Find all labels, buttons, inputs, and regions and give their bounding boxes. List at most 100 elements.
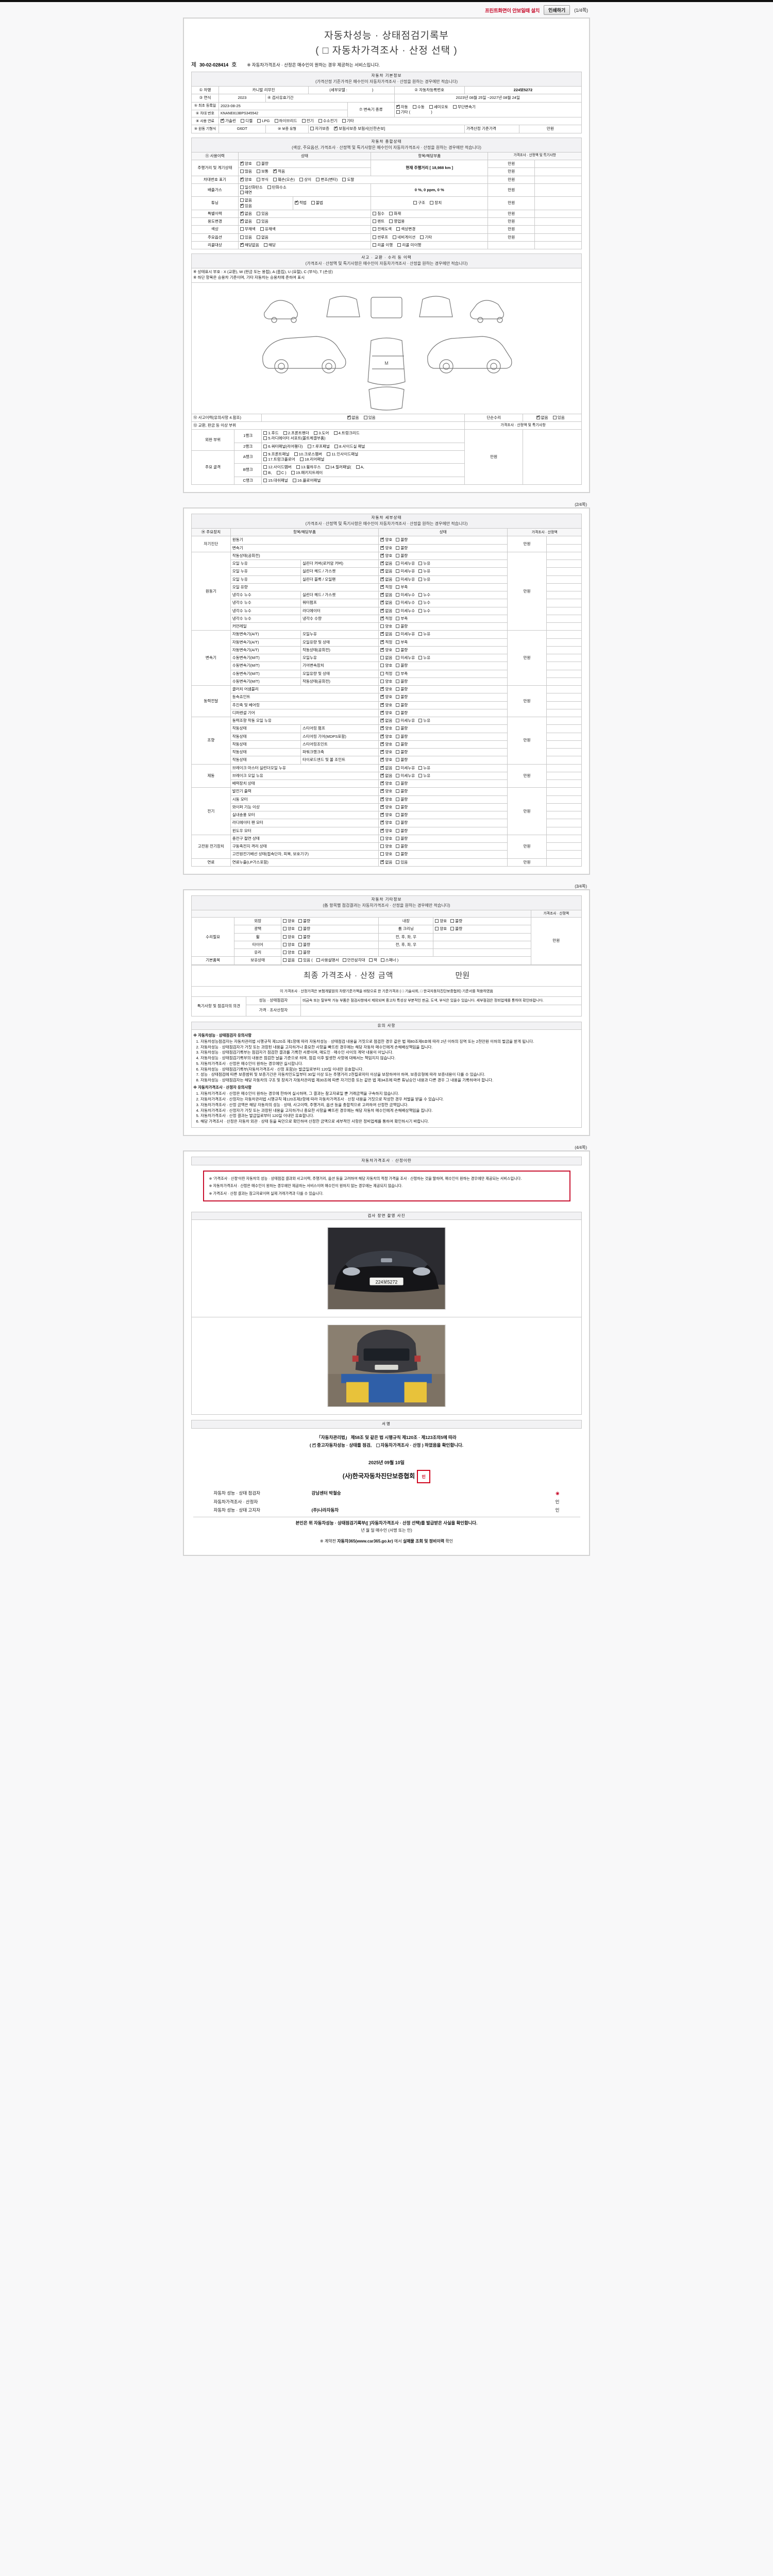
mileage-bad[interactable]: 불량 — [256, 161, 268, 166]
install-print-link[interactable]: 프린트화면이 안보일때 설치 — [485, 8, 540, 14]
detail-opt-6-1-0[interactable]: 양호 — [380, 796, 392, 802]
detail-opt-1-3-1[interactable]: 미세누유 — [396, 577, 415, 582]
part-trunk-lid[interactable]: 4.트렁크리드 — [333, 431, 360, 436]
other-opt-3-1[interactable]: 불량 — [298, 942, 310, 947]
detail-opt-1-2-2[interactable]: 누유 — [418, 569, 430, 574]
detail-opt-1-5-1[interactable]: 미세누수 — [396, 592, 415, 598]
detail-opt-1-7-2[interactable]: 누수 — [418, 608, 430, 614]
part-quarter-panel[interactable]: 6.쿼터패널(리어휀다) — [263, 444, 303, 449]
color-chromatic[interactable]: 유채색 — [260, 227, 276, 232]
tuning-structure[interactable]: 구조 — [413, 200, 425, 206]
detail-opt-3-2-0[interactable]: 양호 — [380, 702, 392, 708]
emission-co[interactable]: 일산화탄소 — [240, 185, 263, 190]
detail-opt-4-3-1[interactable]: 불량 — [396, 742, 408, 747]
detail-opt-4-2-0[interactable]: 양호 — [380, 734, 392, 739]
other-opt-3-0[interactable]: 양호 — [283, 942, 295, 947]
vinmark-erased[interactable]: 도말 — [342, 177, 354, 182]
detail-opt-4-2-1[interactable]: 불량 — [396, 734, 408, 739]
other-opt2-1-1[interactable]: 불량 — [450, 926, 462, 931]
detail-opt-2-2-1[interactable]: 불량 — [396, 648, 408, 653]
detail-opt-2-6-0[interactable]: 양호 — [380, 679, 392, 684]
special-none[interactable]: 없음 — [240, 211, 252, 216]
mileage-good[interactable]: 양호 — [240, 161, 252, 166]
detail-opt-6-1-1[interactable]: 불량 — [396, 797, 408, 802]
usage-yes[interactable]: 있음 — [256, 219, 268, 224]
emission-hc[interactable]: 탄화수소 — [267, 185, 287, 190]
detail-opt-4-3-0[interactable]: 양호 — [380, 741, 392, 747]
part-pillar-b[interactable]: B, — [263, 470, 272, 476]
detail-opt-7-0-0[interactable]: 양호 — [380, 836, 392, 841]
detail-opt-1-1-1[interactable]: 미세누유 — [396, 561, 415, 566]
detail-opt-1-3-0[interactable]: 없음 — [380, 577, 392, 582]
other-opt2-1-0[interactable]: 양호 — [435, 926, 447, 931]
detail-opt-1-3-2[interactable]: 누유 — [418, 577, 430, 582]
transmission-opt-cvt[interactable]: 무단변속기 — [452, 105, 476, 110]
law-check-performance[interactable] — [312, 1443, 316, 1447]
part-pillar-c[interactable]: C ) — [276, 470, 287, 476]
detail-opt-1-5-2[interactable]: 누수 — [418, 592, 430, 598]
detail-opt-3-0-0[interactable]: 양호 — [380, 686, 392, 692]
detail-opt-2-4-0[interactable]: 양호 — [380, 663, 392, 668]
part-package-tray[interactable]: 19.패키지트레이 — [291, 470, 323, 476]
detail-opt-5-1-0[interactable]: 없음 — [380, 773, 392, 778]
detail-opt-2-2-0[interactable]: 양호 — [380, 647, 392, 653]
detail-opt-4-1-0[interactable]: 양호 — [380, 725, 392, 731]
mileage-many[interactable]: 많음 — [240, 169, 252, 174]
detail-opt-1-1-2[interactable]: 누유 — [418, 561, 430, 566]
simple-none[interactable]: 없음 — [536, 415, 548, 420]
usage-commercial[interactable]: 영업용 — [389, 219, 405, 224]
part-pillar-a[interactable]: A, — [356, 465, 364, 470]
print-button[interactable]: 인쇄하기 — [544, 5, 570, 15]
emission-smoke[interactable]: 매연 — [240, 190, 252, 195]
color-achromatic[interactable]: 무채색 — [240, 227, 256, 232]
detail-opt-4-1-1[interactable]: 불량 — [396, 726, 408, 731]
detail-opt-6-2-1[interactable]: 불량 — [396, 805, 408, 810]
detail-opt-5-0-2[interactable]: 누유 — [418, 766, 430, 771]
detail-opt-2-4-1[interactable]: 불량 — [396, 663, 408, 668]
part-cross-member[interactable]: 10.크로스멤버 — [294, 452, 322, 457]
detail-opt-2-0-0[interactable]: 없음 — [380, 631, 392, 637]
option-none[interactable]: 없음 — [256, 235, 268, 240]
detail-opt-2-1-1[interactable]: 부족 — [396, 640, 408, 645]
fuel-opt-hydrogen[interactable]: 수소전기 — [318, 118, 338, 124]
detail-opt-5-0-0[interactable]: 없음 — [380, 765, 392, 771]
tuning-yes[interactable]: 있음 — [240, 203, 252, 209]
part-side-member[interactable]: 12.사이드멤버 — [263, 465, 292, 470]
detail-opt-6-4-0[interactable]: 양호 — [380, 820, 392, 825]
vinmark-different[interactable]: 상이 — [299, 177, 311, 182]
detail-opt-2-0-1[interactable]: 미세누유 — [396, 632, 415, 637]
detail-opt-1-2-0[interactable]: 없음 — [380, 568, 392, 574]
other-opt-2-1[interactable]: 불량 — [298, 935, 310, 940]
simple-yes[interactable]: 있음 — [552, 415, 565, 420]
part-wheel-house[interactable]: 13.휠하우스 — [296, 465, 321, 470]
transmission-opt-semiauto[interactable]: 세미오토 — [429, 105, 448, 110]
tuning-legal[interactable]: 적법 — [294, 200, 307, 206]
detail-opt-3-1-1[interactable]: 불량 — [396, 694, 408, 700]
detail-opt-5-1-1[interactable]: 미세누유 — [396, 773, 415, 778]
detail-opt-1-0-0[interactable]: 양호 — [380, 553, 392, 558]
part-front-panel[interactable]: 9.프론트패널 — [263, 452, 290, 457]
detail-opt-2-0-2[interactable]: 누유 — [418, 632, 430, 637]
detail-opt-6-2-0[interactable]: 양호 — [380, 804, 392, 810]
detail-opt-6-3-0[interactable]: 양호 — [380, 812, 392, 818]
detail-opt-2-5-1[interactable]: 부족 — [396, 671, 408, 676]
detail-opt-2-3-0[interactable]: 없음 — [380, 655, 392, 660]
part-pillar-panel[interactable]: 14.필러패널( — [325, 465, 351, 470]
warranty-opt-insurer[interactable]: 보험사보증 보험사[신한손보] — [334, 126, 385, 131]
part-inside-panel[interactable]: 11.인사이드패널 — [327, 452, 358, 457]
detail-opt-0-1-0[interactable]: 양호 — [380, 545, 392, 551]
part-dash-panel[interactable]: 15.대쉬패널 — [263, 478, 288, 483]
detail-opt-1-4-1[interactable]: 부족 — [396, 585, 408, 590]
other-opt-2-0[interactable]: 양호 — [283, 935, 295, 940]
detail-opt-3-3-0[interactable]: 양호 — [380, 710, 392, 716]
color-changed[interactable]: 색상변경 — [396, 227, 415, 232]
detail-opt-4-0-0[interactable]: 없음 — [380, 718, 392, 723]
detail-opt-7-0-1[interactable]: 불량 — [396, 836, 408, 841]
detail-opt-0-0-1[interactable]: 불량 — [396, 537, 408, 543]
usage-rent[interactable]: 렌트 — [373, 219, 384, 224]
option-yes[interactable]: 있음 — [240, 235, 252, 240]
transmission-opt-auto[interactable]: 자동 — [396, 104, 408, 110]
fuel-opt-etc[interactable]: 기타 — [342, 118, 354, 124]
part-front-fender[interactable]: 2.프론트펜더 — [283, 431, 309, 436]
detail-opt-3-1-0[interactable]: 양호 — [380, 694, 392, 700]
